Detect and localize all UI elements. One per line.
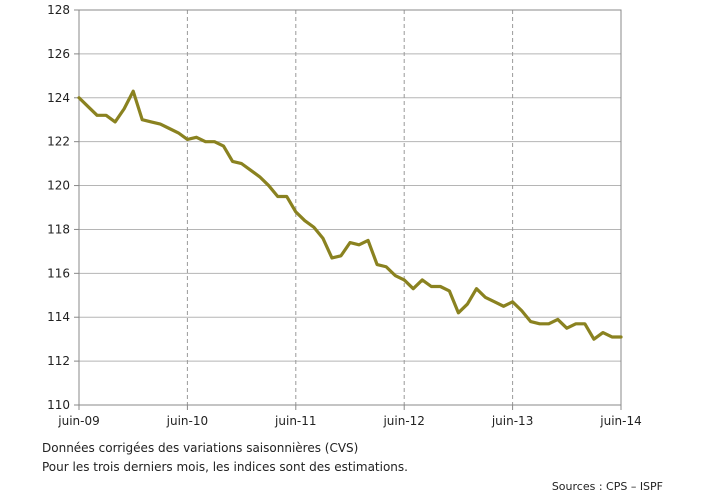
y-tick-label: 124 — [47, 91, 70, 105]
y-tick-label: 116 — [47, 266, 70, 280]
series-layer — [77, 89, 623, 341]
source-label: Sources : CPS – ISPF — [551, 480, 663, 493]
y-tick-label: 126 — [47, 47, 70, 61]
x-tick-label: juin-11 — [274, 414, 316, 428]
y-tick-label: 122 — [47, 135, 70, 149]
y-axis: 110 112 114 116 118 120 122 124 126 128 — [47, 3, 79, 412]
series-line — [77, 89, 623, 341]
y-tick-label: 110 — [47, 398, 70, 412]
x-axis: juin-09 juin-10 juin-11 juin-12 juin-13 juin-… — [57, 405, 642, 428]
x-tick-label: juin-12 — [382, 414, 424, 428]
y-tick-label: 114 — [47, 310, 70, 324]
note-estimations: Pour les trois derniers mois, les indice… — [42, 460, 408, 474]
x-tick-label: juin-13 — [491, 414, 533, 428]
y-tick-label: 120 — [47, 179, 70, 193]
y-tick-label: 112 — [47, 354, 70, 368]
plot-area — [78, 9, 622, 406]
y-tick-label: 118 — [47, 222, 70, 236]
grid — [79, 10, 621, 405]
x-tick-label: juin-10 — [166, 414, 208, 428]
y-tick-label: 128 — [47, 3, 70, 17]
x-tick-label: juin-14 — [599, 414, 641, 428]
note-cvs: Données corrigées des variations saisonn… — [42, 441, 359, 455]
x-tick-label: juin-09 — [57, 414, 99, 428]
